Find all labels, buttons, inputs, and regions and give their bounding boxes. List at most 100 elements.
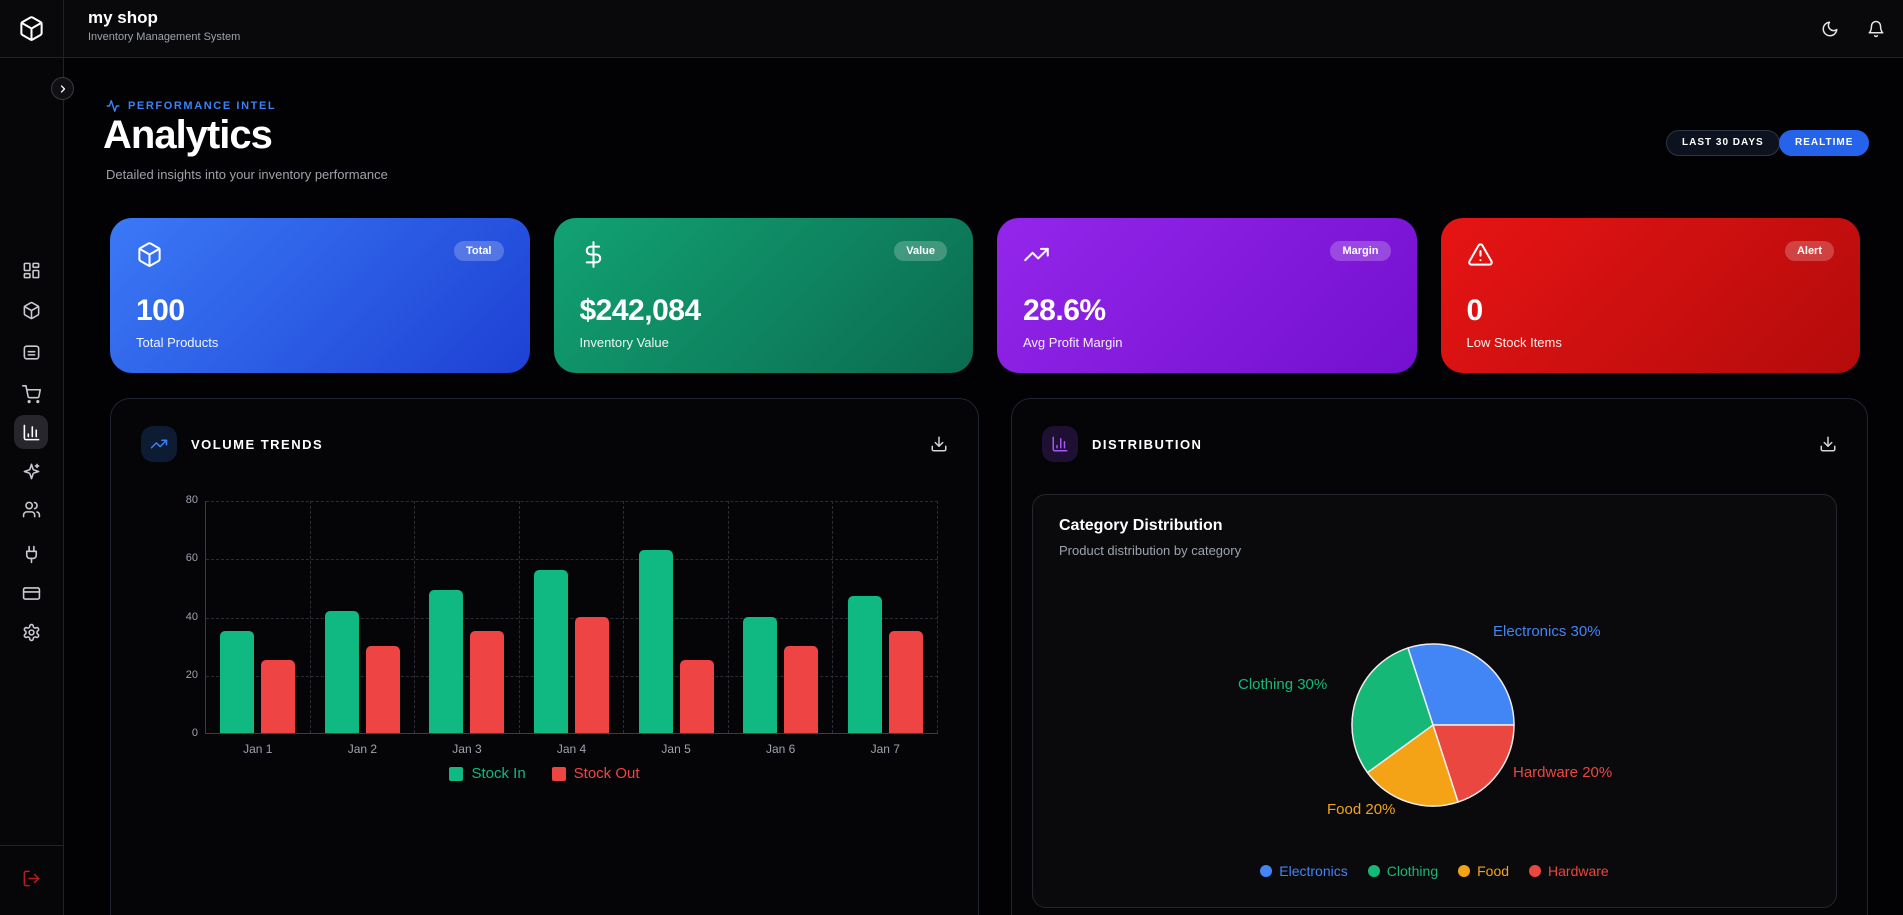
- plug-icon: [25, 545, 37, 563]
- legend-item[interactable]: Stock In: [449, 765, 526, 782]
- download-icon[interactable]: [930, 435, 948, 453]
- realtime-pill[interactable]: REALTIME: [1779, 130, 1870, 156]
- sidebar-item-products[interactable]: [14, 293, 48, 327]
- x-axis-label: Jan 3: [452, 742, 482, 756]
- sidebar-item-logout[interactable]: [14, 861, 48, 895]
- y-axis-tick: 80: [185, 494, 198, 506]
- y-axis-tick: 0: [191, 727, 198, 739]
- sidebar: [0, 58, 63, 915]
- settings-icon: [23, 623, 39, 641]
- package-icon: [138, 242, 161, 267]
- volume-trends-title: VOLUME TRENDS: [191, 436, 324, 452]
- pie-legend-item[interactable]: Hardware: [1529, 863, 1609, 879]
- pie-legend-item[interactable]: Clothing: [1367, 863, 1439, 879]
- y-axis-tick: 20: [185, 668, 198, 681]
- sidebar-item-billing[interactable]: [14, 576, 48, 610]
- pie-callout-electronics: Electronics 30%: [1493, 623, 1601, 640]
- bar-stock-in[interactable]: [429, 590, 464, 733]
- pie-slice-electronics[interactable]: [1407, 643, 1515, 726]
- stat-label: Total Products: [136, 335, 219, 350]
- sidebar-item-ai[interactable]: [14, 454, 48, 488]
- activity-icon: [106, 100, 120, 112]
- pie-slice-clothing[interactable]: [1351, 647, 1434, 774]
- legend-label: Stock Out: [573, 765, 640, 782]
- trending-up-icon: [1024, 247, 1049, 262]
- stat-card-low-stock: Alert 0 Low Stock Items: [1440, 218, 1860, 373]
- pie-legend: Electronics Clothing Food Hardware: [1033, 863, 1836, 879]
- gridline: [206, 675, 938, 677]
- bell-icon[interactable]: [1867, 20, 1885, 38]
- legend-swatch: [551, 766, 566, 781]
- stat-label: Low Stock Items: [1466, 335, 1562, 350]
- chevron-right-icon: [60, 84, 65, 93]
- sidebar-divider: [0, 845, 63, 846]
- x-axis-label: Jan 7: [870, 742, 900, 756]
- legend-label: Hardware: [1548, 863, 1609, 879]
- bar-stock-out[interactable]: [888, 631, 923, 733]
- page-eyebrow: PERFORMANCE INTEL: [106, 99, 276, 113]
- bar-group: Jan 7: [833, 501, 939, 756]
- stat-card-total-products: Total 100 Total Products: [110, 218, 530, 373]
- package-icon: [23, 301, 39, 319]
- bar-stock-in[interactable]: [324, 610, 359, 733]
- bar-group: Jan 1: [206, 501, 311, 756]
- bar-stock-out[interactable]: [784, 645, 819, 733]
- sidebar-item-dashboard[interactable]: [14, 253, 48, 287]
- gridline: [206, 559, 938, 561]
- sidebar-item-customers[interactable]: [14, 492, 48, 526]
- bar-stock-in[interactable]: [534, 569, 569, 733]
- dollar-icon: [585, 241, 601, 268]
- stat-value: $242,084: [579, 294, 702, 327]
- distribution-card: DISTRIBUTION Category Distribution Produ…: [1011, 398, 1868, 915]
- moon-icon[interactable]: [1821, 20, 1839, 38]
- pie-slice-hardware[interactable]: [1432, 724, 1515, 803]
- dashboard-icon: [23, 262, 39, 278]
- bar-stock-out[interactable]: [261, 660, 296, 733]
- x-axis-label: Jan 6: [766, 742, 796, 756]
- legend-dot: [1367, 865, 1380, 877]
- bar-stock-in[interactable]: [220, 631, 255, 733]
- volume-trends-card: VOLUME TRENDS 0 20 40 60 80 Jan 1 Jan 2 Jan 3 Ja…: [110, 398, 979, 915]
- range-pill[interactable]: LAST 30 DAYS: [1666, 130, 1780, 156]
- bar-stock-in[interactable]: [847, 596, 882, 733]
- stat-cards-row: Total 100 Total Products Value $242,084 …: [110, 218, 1860, 373]
- legend-swatch: [449, 766, 464, 781]
- log-out-icon: [23, 870, 39, 886]
- bar-stock-out[interactable]: [679, 660, 714, 733]
- pie-legend-item[interactable]: Electronics: [1260, 863, 1348, 879]
- shopping-cart-icon: [21, 384, 41, 403]
- sidebar-item-warehouse[interactable]: [14, 335, 48, 369]
- users-icon: [22, 501, 40, 517]
- bar-stock-in[interactable]: [638, 549, 673, 733]
- x-axis-label: Jan 2: [347, 742, 378, 756]
- sidebar-item-analytics[interactable]: [14, 415, 48, 449]
- bar-stock-out[interactable]: [575, 616, 610, 733]
- category-distribution-title: Category Distribution: [1059, 517, 1223, 534]
- bar-stock-in[interactable]: [743, 616, 778, 733]
- bar-group: Jan 3: [415, 501, 520, 756]
- legend-label: Food: [1477, 863, 1510, 879]
- legend-item[interactable]: Stock Out: [551, 765, 640, 782]
- sidebar-item-settings[interactable]: [14, 615, 48, 649]
- legend-dot: [1529, 865, 1542, 877]
- pie-callout-food: Food 20%: [1327, 801, 1396, 818]
- stat-badge: Alert: [1784, 241, 1834, 261]
- x-axis-label: Jan 4: [556, 742, 587, 756]
- page-subtitle: Detailed insights into your inventory pe…: [106, 167, 388, 182]
- download-icon[interactable]: [1819, 435, 1837, 453]
- bar-stock-out[interactable]: [470, 631, 505, 733]
- legend-dot: [1260, 865, 1273, 877]
- stat-label: Avg Profit Margin: [1023, 335, 1123, 350]
- page-title: Analytics: [103, 113, 273, 157]
- bar-stock-out[interactable]: [365, 645, 400, 733]
- sidebar-item-orders[interactable]: [14, 377, 48, 411]
- app-subtitle: Inventory Management System: [88, 31, 241, 43]
- pie-legend-item[interactable]: Food: [1458, 863, 1509, 879]
- bar-group: Jan 2: [311, 501, 416, 756]
- pie-slice-food[interactable]: [1366, 724, 1459, 807]
- legend-label: Clothing: [1386, 863, 1439, 879]
- sidebar-item-integrations[interactable]: [14, 537, 48, 571]
- category-distribution-panel: Category Distribution Product distributi…: [1032, 494, 1837, 908]
- sidebar-expand-button[interactable]: [51, 77, 74, 100]
- y-axis-tick: 40: [185, 610, 198, 623]
